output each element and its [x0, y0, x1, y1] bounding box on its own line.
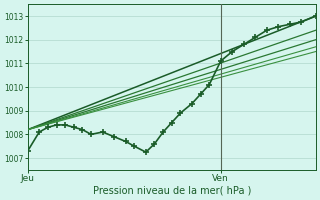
- X-axis label: Pression niveau de la mer( hPa ): Pression niveau de la mer( hPa ): [92, 186, 251, 196]
